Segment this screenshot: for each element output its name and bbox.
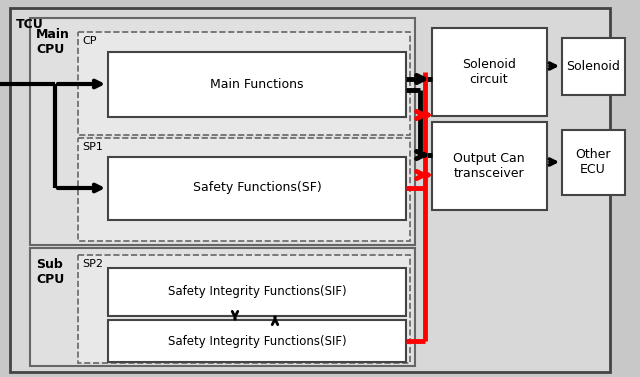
Bar — [30, 18, 415, 245]
Text: Safety Integrity Functions(SIF): Safety Integrity Functions(SIF) — [168, 334, 346, 348]
Text: Other
ECU: Other ECU — [575, 148, 611, 176]
Text: TCU: TCU — [16, 18, 44, 31]
Text: Sub
CPU: Sub CPU — [36, 258, 64, 286]
Bar — [30, 248, 415, 366]
Text: Output Can
transceiver: Output Can transceiver — [453, 152, 525, 180]
Text: CP: CP — [82, 36, 97, 46]
Bar — [78, 138, 410, 241]
Text: Safety Functions(SF): Safety Functions(SF) — [193, 181, 321, 195]
Bar — [108, 268, 406, 316]
Bar — [562, 130, 625, 195]
Bar — [432, 28, 547, 116]
Text: Solenoid
circuit: Solenoid circuit — [462, 58, 516, 86]
Bar — [78, 255, 410, 363]
Text: SP1: SP1 — [82, 142, 103, 152]
Text: Safety Integrity Functions(SIF): Safety Integrity Functions(SIF) — [168, 285, 346, 299]
Bar — [108, 52, 406, 117]
Bar — [108, 157, 406, 220]
Text: Main
CPU: Main CPU — [36, 28, 70, 56]
Bar — [78, 32, 410, 135]
Bar — [562, 38, 625, 95]
Text: Solenoid: Solenoid — [566, 60, 620, 72]
Bar — [108, 320, 406, 362]
Text: SP2: SP2 — [82, 259, 103, 269]
Bar — [432, 122, 547, 210]
Text: Main Functions: Main Functions — [211, 78, 304, 90]
